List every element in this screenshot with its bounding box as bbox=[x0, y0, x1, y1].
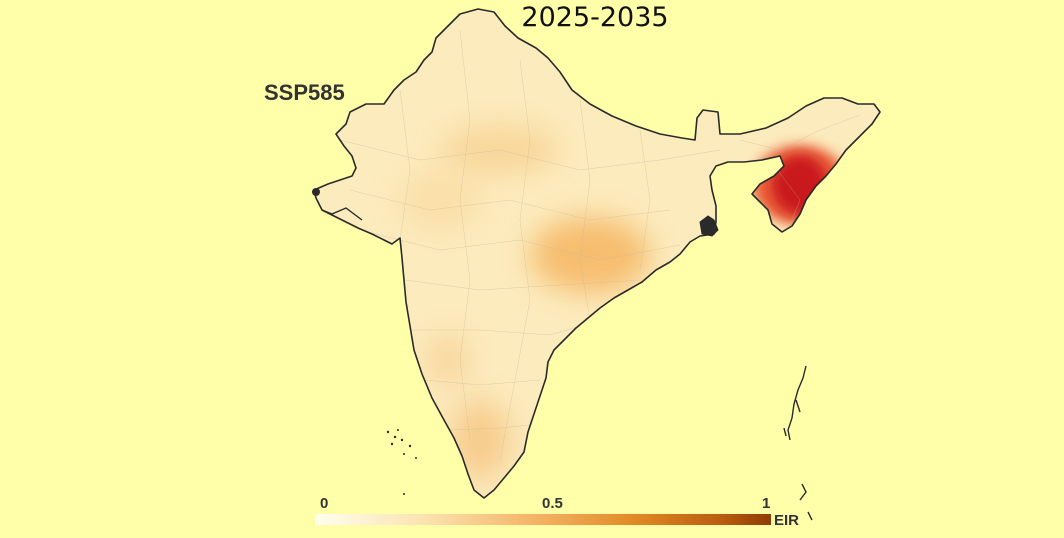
lakshadweep-islands bbox=[386, 429, 417, 495]
legend-color-bar bbox=[315, 514, 771, 525]
period-title: 2025-2035 bbox=[521, 2, 669, 33]
andaman-nicobar-islands bbox=[783, 365, 813, 521]
gujarat-coast bbox=[321, 207, 363, 221]
heat-south bbox=[450, 400, 510, 480]
legend-min-label: 0 bbox=[320, 495, 329, 512]
legend-unit-label: EIR bbox=[774, 512, 800, 529]
legend-max-label: 1 bbox=[762, 495, 771, 512]
kutch-marker bbox=[312, 188, 320, 196]
heat-central-india bbox=[530, 217, 650, 293]
heat-northwest bbox=[400, 170, 480, 230]
scenario-label: SSP585 bbox=[264, 80, 345, 105]
heat-west-coast bbox=[426, 334, 470, 386]
sundarbans-delta bbox=[699, 215, 719, 237]
heat-northeast-hotspot-core bbox=[772, 155, 828, 215]
legend-mid-label: 0.5 bbox=[542, 495, 563, 512]
district-boundaries bbox=[339, 29, 861, 461]
